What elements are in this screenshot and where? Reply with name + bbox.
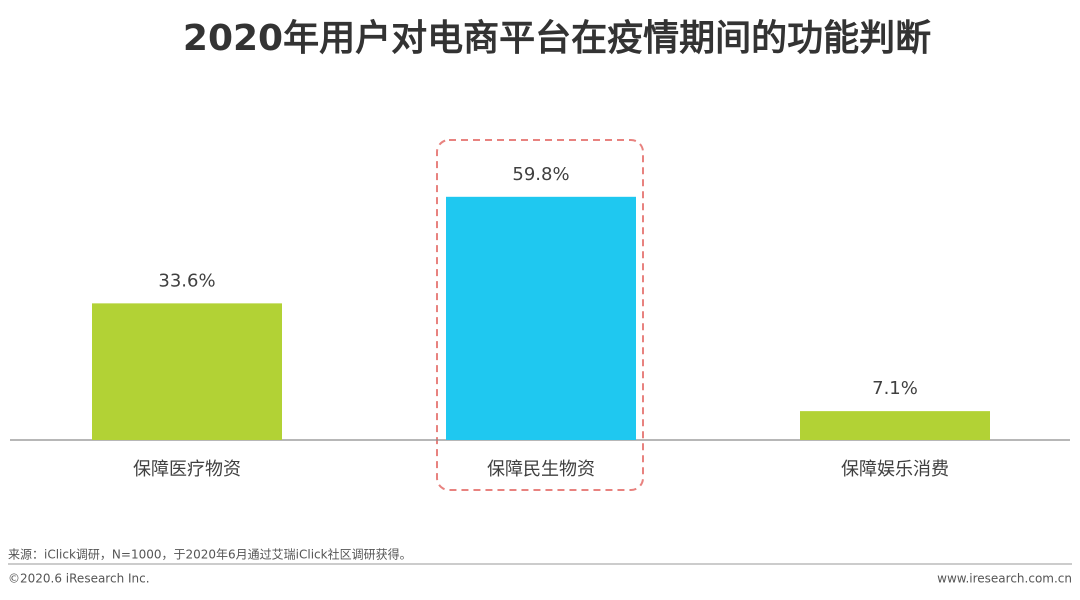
website: www.iresearch.com.cn [937, 572, 1072, 586]
copyright: ©2020.6 iResearch Inc. [8, 572, 150, 586]
x-tick-label: 保障民生物资 [487, 459, 595, 480]
bar [800, 411, 990, 440]
bar [92, 303, 282, 440]
source-note: 来源：iClick调研，N=1000，于2020年6月通过艾瑞iClick社区调… [8, 547, 412, 562]
bar [446, 196, 636, 440]
chart-title: 2020年用户对电商平台在疫情期间的功能判断 [183, 18, 931, 59]
value-label: 33.6% [158, 270, 215, 291]
x-tick-label: 保障医疗物资 [133, 459, 241, 480]
value-label: 59.8% [512, 164, 569, 185]
x-tick-label: 保障娱乐消费 [841, 459, 949, 480]
value-label: 7.1% [872, 378, 918, 399]
highlight-box [436, 139, 644, 491]
